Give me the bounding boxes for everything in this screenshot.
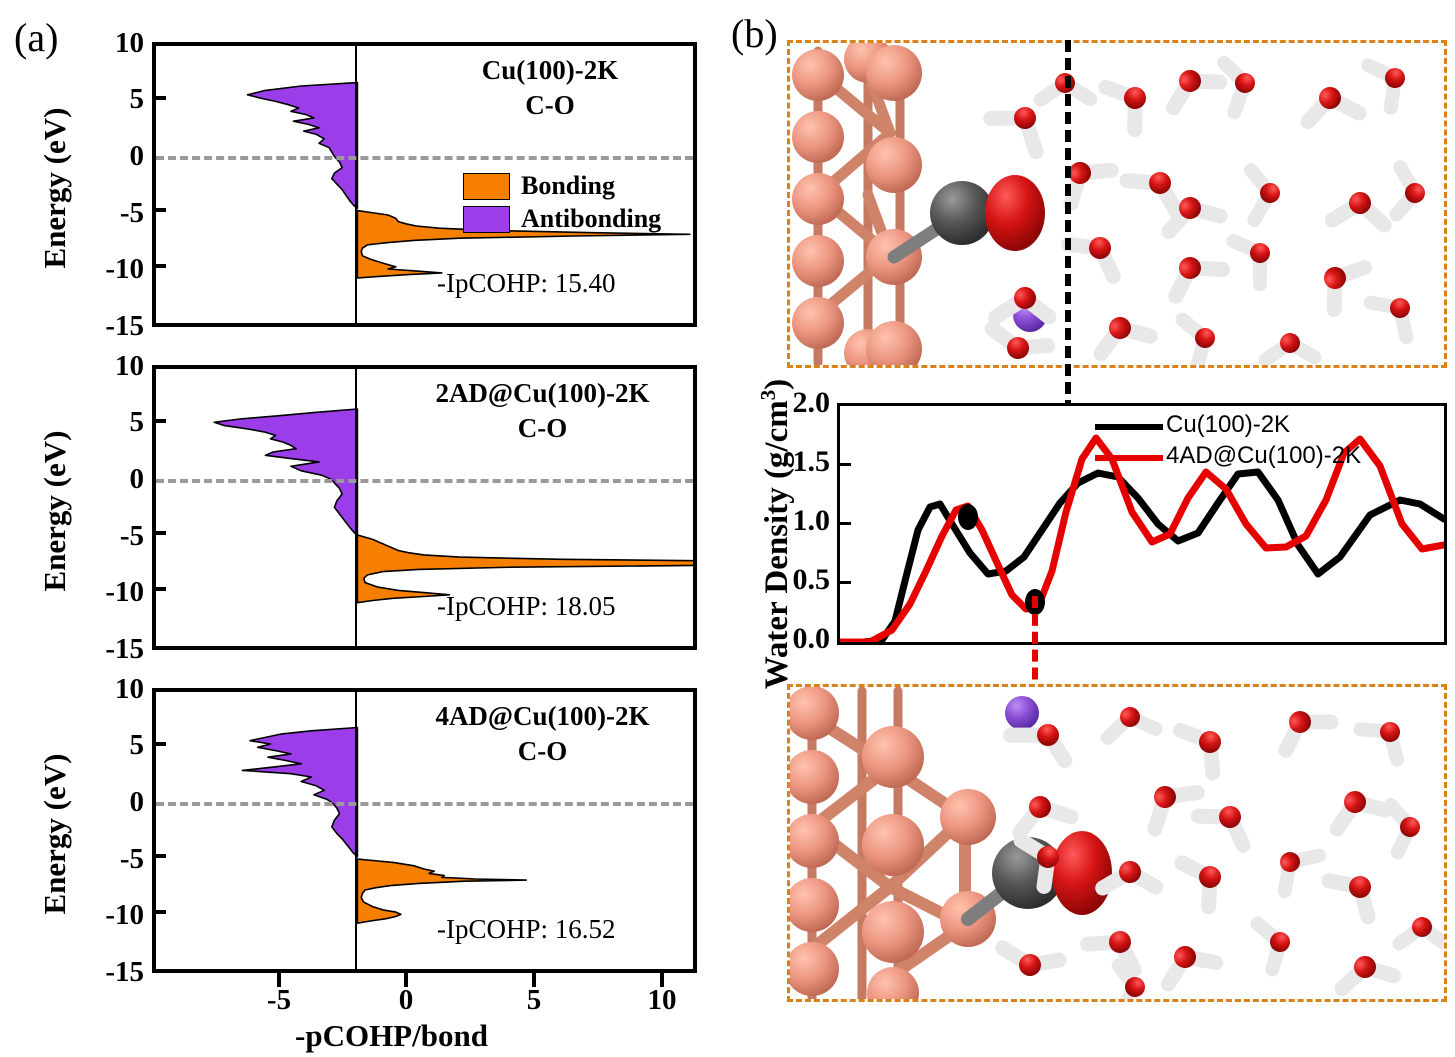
- cohp-zero-line-3: [355, 692, 357, 969]
- dens-ytick-10: 1.0: [792, 504, 831, 537]
- cohp-ytick-5-3: 5: [129, 729, 145, 761]
- cohp-xlabel: -pCOHP/bond: [295, 1018, 488, 1053]
- cohp-ytickmark-1a: [152, 96, 166, 100]
- cohp-ytick-m15-1: -15: [105, 310, 144, 342]
- bonding-swatch: [463, 172, 510, 200]
- md-snapshot-bottom-render: [790, 687, 1444, 999]
- cohp-ytick-5-2: 5: [129, 406, 145, 438]
- cohp-ytickmark-3c: [152, 910, 166, 914]
- dens-ytick-15: 1.5: [792, 445, 831, 478]
- cohp-plot-box-3: [152, 688, 697, 973]
- dens-ytickmark-05: [840, 581, 851, 584]
- cohp-ytick-m10-2: -10: [105, 576, 144, 608]
- panel-b-letter: (b): [731, 11, 778, 56]
- dens-ytick-00: 0.0: [792, 622, 831, 655]
- icohp-value-1: -IpCOHP: 15.40: [437, 268, 616, 298]
- density-ylabel-sup: 3: [756, 389, 780, 401]
- md-snapshot-top: [787, 40, 1447, 368]
- cohp-ytick-m15-2: -15: [105, 633, 144, 665]
- cohp-subtitle-2: C-O: [517, 413, 568, 443]
- cohp-ytick-10-3: 10: [115, 673, 144, 705]
- icohp-value-3: -IpCOHP: 16.52: [437, 914, 616, 944]
- dens-ytick-20: 2.0: [792, 386, 831, 419]
- icohp-value-2: -IpCOHP: 18.05: [437, 591, 616, 621]
- legend-row-bonding: Bonding: [463, 171, 661, 201]
- cohp-curve-3: [241, 726, 527, 924]
- density-legend-label-black: Cu(100)-2K: [1166, 411, 1291, 438]
- cohp-column: 10 5 0 -5 -10 -15 Energy (eV) Cu(100)-2K…: [37, 27, 697, 1053]
- cohp-xtickmark-5: [532, 973, 536, 987]
- cohp-ytick-0-1: 0: [129, 140, 145, 172]
- cohp-ytickmark-1b: [152, 208, 166, 212]
- cohp-zero-line-2: [355, 369, 357, 646]
- cohp-xtickmark-m5: [277, 973, 281, 987]
- cohp-ytickmark-3a: [152, 742, 166, 746]
- black-reference-line: [1065, 40, 1071, 556]
- cohp-curve-1: [246, 81, 691, 279]
- legend-row-antibonding: Antibonding: [463, 204, 661, 234]
- density-legend-line-red: [1095, 455, 1163, 461]
- cohp-ytick-m5-3: -5: [119, 843, 144, 875]
- cohp-xtick-0: 0: [398, 984, 414, 1016]
- cohp-zero-line-1: [355, 46, 357, 323]
- density-ylabel-main: Water Density (g/cm: [759, 400, 795, 690]
- cohp-title-3: 4AD@Cu(100)-2K: [435, 701, 650, 731]
- cohp-ytickmark-2a: [152, 419, 166, 423]
- cohp-curve-2: [213, 408, 693, 604]
- cohp-ytickmark-2b: [152, 531, 166, 535]
- cohp-ylabel-3: Energy (eV): [37, 753, 72, 915]
- md-snapshot-bottom: [787, 684, 1447, 1002]
- cohp-ytick-m10-3: -10: [105, 899, 144, 931]
- cohp-xtick-10: 10: [647, 984, 677, 1016]
- fermi-level-line-2: [156, 479, 693, 483]
- dens-ytickmark-15: [840, 463, 851, 466]
- cohp-ytick-m15-3: -15: [105, 956, 144, 988]
- cohp-title-1: Cu(100)-2K: [481, 55, 619, 85]
- cohp-plot-box-1: [152, 42, 697, 327]
- panel-a-letter: (a): [14, 15, 59, 60]
- cohp-subtitle-3: C-O: [517, 736, 568, 766]
- cohp-ytick-10-1: 10: [115, 27, 144, 59]
- cohp-ytick-5-1: 5: [129, 83, 145, 115]
- antibonding-label: Antibonding: [521, 204, 662, 233]
- cohp-ytickmark-3b: [152, 854, 166, 858]
- density-ylabel: Water Density (g/cm3): [756, 369, 796, 699]
- density-ylabel-tail: ): [759, 378, 795, 390]
- density-legend-line-black: [1095, 424, 1163, 430]
- dens-ytickmark-10: [840, 522, 851, 525]
- md-snapshot-top-render: [792, 43, 1425, 365]
- cohp-subtitle-1: C-O: [525, 90, 575, 120]
- cohp-ylabel-2: Energy (eV): [37, 430, 72, 592]
- cohp-ytick-10-2: 10: [115, 350, 144, 382]
- cohp-xtickmark-0: [404, 973, 408, 987]
- cohp-ytick-0-2: 0: [129, 463, 145, 495]
- bonding-label: Bonding: [521, 171, 615, 200]
- water-density-plot-box: [837, 403, 1447, 645]
- fermi-level-line-3: [156, 802, 693, 806]
- density-marker-black: [958, 504, 978, 530]
- cohp-ytickmark-1c: [152, 264, 166, 268]
- cohp-ytick-m5-2: -5: [119, 520, 144, 552]
- cohp-legend: Bonding Antibonding: [463, 171, 661, 237]
- dens-ytick-05: 0.5: [792, 563, 831, 596]
- cohp-ytickmark-2c: [152, 587, 166, 591]
- cohp-xtickmark-10: [660, 973, 664, 987]
- fermi-level-line-1: [156, 156, 693, 160]
- cohp-ytick-0-3: 0: [129, 786, 145, 818]
- cohp-xtick-m5: -5: [266, 984, 292, 1016]
- cohp-xtick-5: 5: [526, 984, 542, 1016]
- cohp-ylabel-1: Energy (eV): [37, 107, 72, 269]
- md-and-density-column: 2.0 1.5 1.0 0.5 0.0 Water Density (g/cm3…: [730, 0, 1455, 1057]
- cohp-ytick-m5-1: -5: [119, 197, 144, 229]
- cohp-plot-box-2: [152, 365, 697, 650]
- density-legend-label-red: 4AD@Cu(100)-2K: [1166, 442, 1362, 469]
- cohp-title-2: 2AD@Cu(100)-2K: [435, 378, 650, 408]
- cohp-ytick-m10-1: -10: [105, 253, 144, 285]
- antibonding-swatch: [463, 205, 510, 233]
